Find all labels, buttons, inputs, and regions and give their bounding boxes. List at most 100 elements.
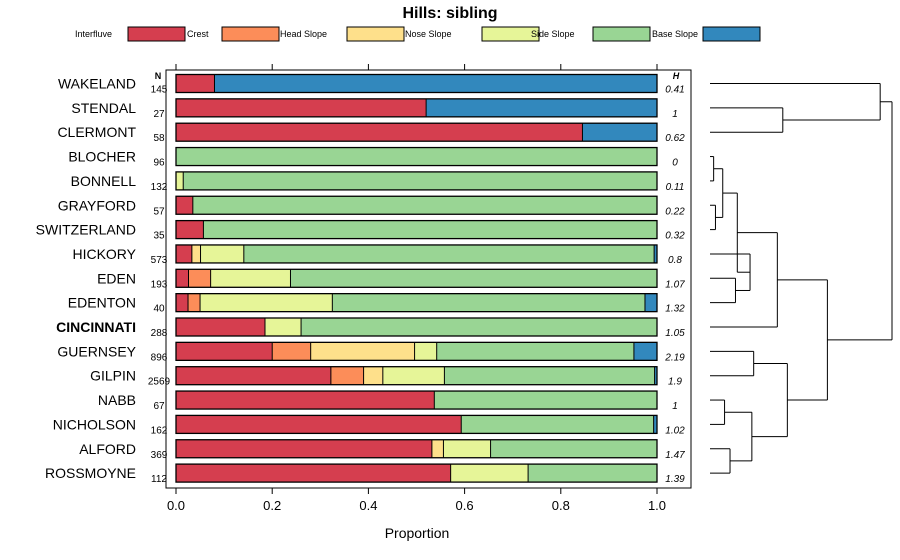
row-label: EDENTON [68, 295, 136, 311]
row-bonnell: BONNELL 132 0.11 [71, 171, 685, 193]
bar-segment-base-slope [654, 366, 657, 385]
bar-segment-side-slope [528, 464, 657, 483]
h-value: 1 [672, 401, 678, 412]
h-value: 1.02 [665, 425, 685, 436]
n-value: 40 [153, 304, 165, 315]
bar-segment-base-slope [214, 74, 658, 93]
bar-segment-side-slope [490, 439, 657, 458]
n-value: 369 [151, 450, 168, 461]
bar-segment-side-slope [434, 391, 657, 410]
bar-segment-side-slope [243, 244, 655, 263]
row-nabb: NABB 67 1 [98, 390, 678, 412]
legend-swatch-head-slope [346, 26, 405, 42]
h-value: 1.05 [665, 328, 685, 339]
bar-outline [175, 73, 658, 94]
h-column-header: H [673, 71, 680, 81]
bar-outline [175, 244, 658, 264]
row-label: EDEN [97, 270, 136, 286]
x-tick-label: 1.0 [648, 498, 666, 513]
bar-segment-side-slope [436, 342, 634, 361]
bar-segment-crest [330, 366, 364, 385]
bar-segment-side-slope [183, 171, 657, 190]
n-value: 27 [153, 109, 165, 120]
x-tick-label: 0.2 [263, 498, 281, 513]
bar-outline [175, 146, 658, 167]
n-value: 132 [151, 182, 168, 193]
n-value: 58 [153, 133, 165, 144]
row-label: NABB [98, 392, 136, 408]
bar-segment-side-slope [176, 147, 657, 166]
bar-area: WAKELAND 145 0.41 STENDAL 27 1 CLERMONT 58 0.62 B… [36, 73, 685, 485]
row-label: SWITZERLAND [36, 222, 136, 238]
h-value: 2.19 [664, 352, 685, 363]
row-label: ALFORD [79, 441, 136, 457]
row-nicholson: NICHOLSON 162 1.02 [53, 414, 685, 436]
bar-segment-nose-slope [210, 269, 291, 288]
bar-segment-nose-slope [450, 464, 529, 483]
row-edenton: EDENTON 40 1.32 [68, 292, 685, 315]
legend-label-crest: Crest [187, 29, 209, 39]
dendrogram [710, 83, 893, 474]
x-tick-label: 0.4 [359, 498, 377, 513]
h-value: 0.11 [666, 182, 685, 193]
bar-segment-base-slope [654, 244, 657, 263]
bar-outline [175, 219, 658, 240]
row-stendal: STENDAL 27 1 [71, 98, 678, 120]
plot-frame [165, 69, 692, 489]
bar-outline [175, 98, 658, 118]
bar-segment-side-slope [301, 318, 657, 336]
x-axis-label: Proportion [385, 525, 450, 541]
n-column-header: N [155, 71, 162, 81]
bar-outline [175, 439, 658, 459]
bar-outline [175, 366, 658, 386]
row-eden: EDEN 193 1.07 [97, 268, 685, 290]
legend-label-head-slope: Head Slope [280, 29, 327, 39]
bar-segment-interfluve [176, 342, 273, 361]
bar-segment-nose-slope [176, 171, 184, 190]
n-value: 193 [151, 279, 168, 290]
legend-label-interfluve: Interfluve [75, 29, 112, 39]
legend: Interfluve Crest Head Slope Nose Slope Side … [75, 26, 761, 42]
row-blocher: BLOCHER 96 0 [68, 146, 678, 169]
row-wakeland: WAKELAND 145 0.41 [58, 73, 685, 96]
row-label: GRAYFORD [58, 197, 136, 213]
bar-segment-interfluve [176, 366, 331, 385]
bar-segment-crest [188, 269, 211, 288]
h-value: 0.32 [665, 231, 685, 242]
bar-segment-interfluve [176, 318, 265, 336]
bar-segment-interfluve [176, 293, 189, 312]
n-value: 2569 [148, 377, 171, 388]
legend-swatch-crest [221, 26, 280, 42]
bar-segment-interfluve [176, 74, 215, 93]
bar-segment-interfluve [176, 439, 432, 458]
row-label: BLOCHER [68, 149, 136, 165]
row-gilpin: GILPIN 2569 1.9 [90, 366, 682, 388]
x-tick-label: 0.0 [167, 498, 185, 513]
row-grayford: GRAYFORD 57 0.22 [58, 195, 685, 217]
bar-segment-interfluve [176, 269, 189, 288]
bar-outline [175, 122, 658, 142]
bar-segment-head-slope [431, 439, 444, 458]
bar-segment-head-slope [363, 366, 383, 385]
bar-segment-base-slope [644, 293, 657, 312]
n-value: 67 [153, 401, 165, 412]
bar-outline [175, 292, 658, 313]
bar-segment-interfluve [176, 123, 583, 142]
h-value: 1.47 [665, 450, 685, 461]
n-value: 573 [151, 255, 168, 266]
n-value: 162 [151, 425, 168, 436]
row-label: CLERMONT [57, 124, 136, 140]
bar-segment-side-slope [290, 269, 657, 288]
h-value: 0.22 [665, 206, 685, 217]
legend-label-nose-slope: Nose Slope [405, 29, 452, 39]
bar-segment-interfluve [176, 464, 451, 483]
row-label: ROSSMOYNE [45, 465, 136, 481]
bar-segment-interfluve [176, 391, 435, 410]
row-label: HICKORY [72, 246, 136, 262]
x-axis: 0.0 0.2 0.4 0.6 0.8 1.0 [167, 64, 666, 513]
bar-segment-nose-slope [443, 439, 491, 458]
row-label: NICHOLSON [53, 416, 136, 432]
bar-outline [175, 317, 658, 337]
n-value: 288 [151, 328, 168, 339]
